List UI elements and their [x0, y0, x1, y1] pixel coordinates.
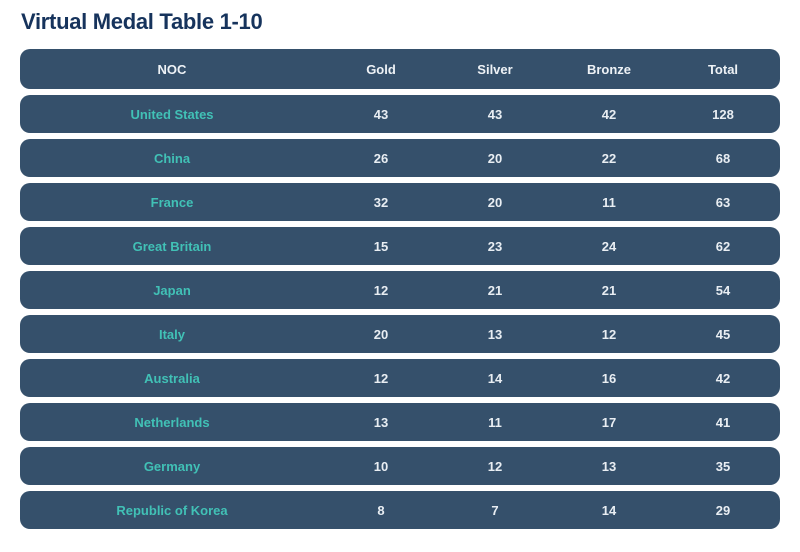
- bronze-value: 11: [602, 194, 616, 210]
- total-value: 41: [715, 414, 731, 430]
- medal-table: NOC Gold Silver Bronze Total United Stat…: [20, 49, 780, 530]
- silver-value: 43: [487, 106, 503, 122]
- table-row: Italy 20 13 12 45: [20, 315, 780, 354]
- noc-link[interactable]: Republic of Korea: [116, 502, 228, 518]
- gold-value: 12: [373, 370, 389, 386]
- gold-value: 20: [373, 326, 389, 342]
- total-value: 29: [715, 502, 731, 518]
- table-row: Germany 10 12 13 35: [20, 447, 780, 486]
- silver-value: 12: [487, 458, 503, 474]
- noc-link[interactable]: France: [150, 194, 194, 210]
- column-header-total: Total: [707, 61, 739, 77]
- silver-value: 14: [487, 370, 503, 386]
- total-value: 54: [715, 282, 731, 298]
- bronze-value: 42: [601, 106, 617, 122]
- gold-value: 10: [373, 458, 389, 474]
- silver-value: 20: [487, 194, 503, 210]
- table-row: Republic of Korea 8 7 14 29: [20, 491, 780, 530]
- gold-value: 32: [373, 194, 389, 210]
- total-value: 45: [715, 326, 731, 342]
- total-value: 63: [715, 194, 731, 210]
- noc-link[interactable]: China: [153, 150, 191, 166]
- noc-link[interactable]: Japan: [153, 282, 191, 298]
- table-row: France 32 20 11 63: [20, 183, 780, 222]
- bronze-value: 21: [601, 282, 617, 298]
- bronze-value: 22: [601, 150, 617, 166]
- column-header-noc: NOC: [157, 61, 187, 77]
- column-header-bronze: Bronze: [586, 61, 632, 77]
- column-header-gold: Gold: [366, 61, 396, 77]
- total-value: 62: [715, 238, 731, 254]
- bronze-value: 24: [601, 238, 617, 254]
- table-body: United States 43 43 42 128 China 26 20 2…: [20, 95, 780, 530]
- table-row: Japan 12 21 21 54: [20, 271, 780, 310]
- table-row: China 26 20 22 68: [20, 139, 780, 178]
- noc-link[interactable]: Australia: [144, 370, 200, 386]
- bronze-value: 17: [601, 414, 617, 430]
- noc-link[interactable]: United States: [130, 106, 214, 122]
- gold-value: 43: [373, 106, 389, 122]
- gold-value: 8: [377, 502, 385, 518]
- noc-link[interactable]: Germany: [143, 458, 201, 474]
- gold-value: 12: [373, 282, 389, 298]
- page-title: Virtual Medal Table 1-10: [21, 9, 263, 34]
- noc-link[interactable]: Netherlands: [134, 414, 210, 430]
- silver-value: 11: [488, 414, 502, 430]
- silver-value: 20: [487, 150, 503, 166]
- bronze-value: 14: [601, 502, 617, 518]
- gold-value: 13: [373, 414, 389, 430]
- total-value: 128: [712, 106, 734, 122]
- column-header-silver: Silver: [477, 61, 513, 77]
- gold-value: 26: [373, 150, 389, 166]
- total-value: 68: [715, 150, 731, 166]
- gold-value: 15: [373, 238, 389, 254]
- noc-link[interactable]: Italy: [158, 326, 185, 342]
- table-row: Australia 12 14 16 42: [20, 359, 780, 398]
- bronze-value: 16: [601, 370, 617, 386]
- noc-link[interactable]: Great Britain: [132, 238, 212, 254]
- table-row: Netherlands 13 11 17 41: [20, 403, 780, 442]
- table-row: Great Britain 15 23 24 62: [20, 227, 780, 266]
- silver-value: 7: [491, 502, 499, 518]
- bronze-value: 13: [601, 458, 617, 474]
- silver-value: 13: [487, 326, 503, 342]
- bronze-value: 12: [601, 326, 617, 342]
- table-header-row: NOC Gold Silver Bronze Total: [20, 49, 780, 90]
- silver-value: 23: [487, 238, 503, 254]
- silver-value: 21: [487, 282, 503, 298]
- total-value: 35: [715, 458, 731, 474]
- table-row: United States 43 43 42 128: [20, 95, 780, 134]
- total-value: 42: [715, 370, 731, 386]
